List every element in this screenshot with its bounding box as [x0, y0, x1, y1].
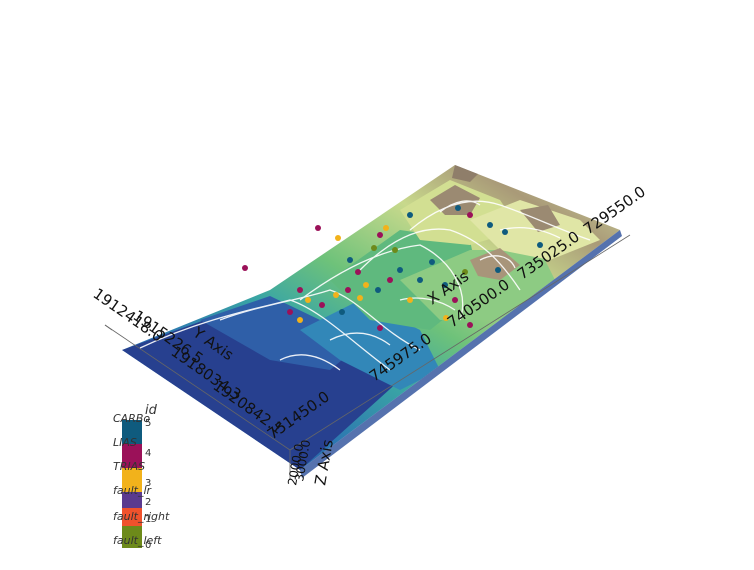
legend-swatch: [122, 468, 142, 492]
legend-number: 2: [145, 497, 151, 508]
axes-box: [104, 234, 631, 480]
legend-label: CARBo: [113, 412, 150, 425]
terrain-surface: [122, 165, 622, 478]
legend-swatch: [122, 508, 142, 526]
legend-swatch: [122, 492, 142, 508]
legend-number: 3: [145, 478, 151, 489]
legend-number: 5: [145, 418, 151, 429]
geology-points: [242, 205, 543, 331]
legend-label: fault_left: [113, 534, 162, 547]
legend-number: 0: [145, 540, 151, 551]
scalar-bar-legend: id CARBo LIAS TRIAS fault_lr fault_right…: [113, 403, 170, 551]
legend-label: fault_lr: [113, 484, 153, 497]
legend-label: fault_right: [113, 510, 170, 523]
legend-swatch: [122, 420, 142, 444]
legend-label: LIAS: [113, 436, 137, 449]
legend-number: 1: [145, 514, 151, 525]
legend-number: 4: [145, 448, 151, 459]
legend-swatch: [122, 444, 142, 468]
legend-title: id: [145, 403, 158, 418]
legend-label: TRIAS: [113, 460, 145, 473]
legend-swatch: [122, 526, 142, 548]
